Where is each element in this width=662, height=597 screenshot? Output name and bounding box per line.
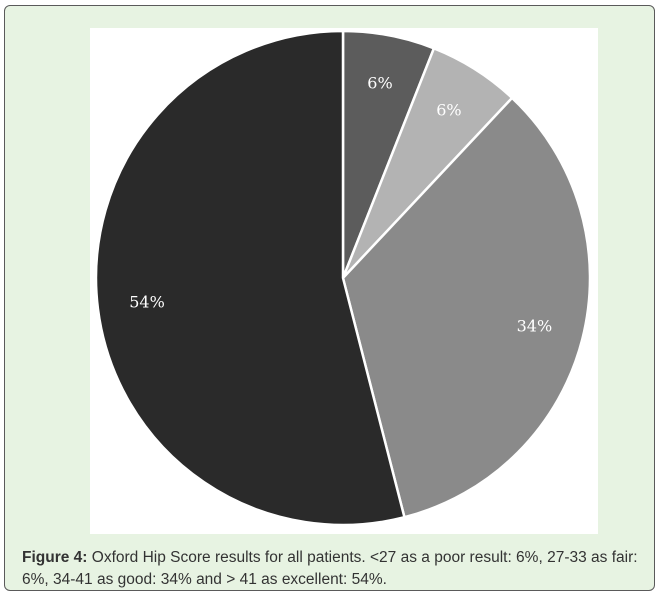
pie-slice-label-3: 34% [517, 317, 553, 336]
caption-lead: Figure 4: [22, 549, 87, 566]
pie-chart-panel: 6% 6% 34% 54% [90, 28, 598, 534]
caption-text: Oxford Hip Score results for all patient… [22, 549, 638, 588]
figure-caption: Figure 4: Oxford Hip Score results for a… [22, 547, 654, 591]
pie-slice-label-2: 6% [436, 101, 461, 120]
pie-chart: 6% 6% 34% 54% [90, 28, 598, 534]
pie-slice-label-1: 6% [367, 73, 392, 92]
pie-slice-label-4: 54% [129, 292, 165, 311]
figure-container: 6% 6% 34% 54% Figure 4: Oxford Hip Score re… [4, 5, 655, 591]
